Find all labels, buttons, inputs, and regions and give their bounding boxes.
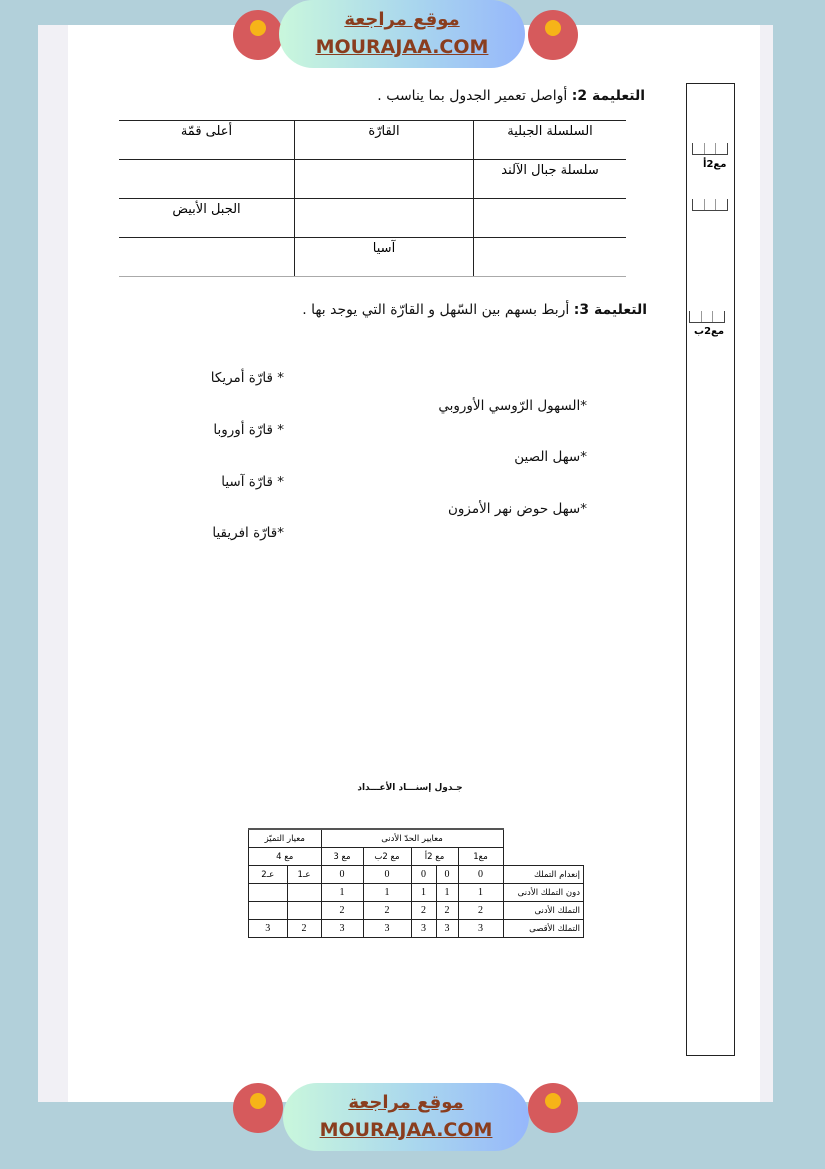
grade-cell [286, 901, 322, 920]
site-banner-bottom[interactable]: موقع مراجعة MOURAJAA.COM [283, 1083, 529, 1151]
group-header-min: معايير الحدّ الأدنى [320, 828, 504, 848]
table-cell-input[interactable] [473, 198, 626, 238]
grade-cell: 3 [410, 919, 437, 938]
site-banner-top[interactable]: موقع مراجعة MOURAJAA.COM [279, 0, 525, 68]
score-boxes[interactable] [692, 199, 728, 211]
grade-cell: 2 [435, 901, 459, 920]
score-boxes[interactable] [692, 143, 728, 155]
table-cell-input[interactable] [119, 159, 295, 199]
instruction-3-label: التعليمة 3: [573, 302, 647, 318]
criterion-header: مع 4 [248, 847, 322, 866]
grade-cell: 2 [362, 901, 412, 920]
row-label: التملك الأدنى [502, 901, 584, 920]
book-icon [545, 20, 561, 36]
margin-label: مع2أ [703, 159, 727, 170]
logo-badge-left-bottom [233, 1083, 283, 1133]
sub-criterion: عـ2 [248, 865, 288, 884]
grade-cell: 3 [435, 919, 459, 938]
table-cell-input[interactable] [473, 237, 626, 277]
score-boxes[interactable] [689, 311, 725, 323]
table-cell: سلسلة جبال الآلند [473, 159, 626, 199]
banner-arabic: موقع مراجعة [348, 1092, 464, 1113]
instruction-2: التعليمة 2: أواصل تعمير الجدول بما يناسب… [377, 88, 645, 104]
banner-latin: MOURAJAA.COM [319, 1119, 493, 1141]
grade-cell: 2 [320, 901, 364, 920]
mountain-table: السلسلة الجبلية القارّة أعلى قمّة سلسلة جب… [119, 120, 626, 277]
group-header-excellence: معيار التميّز [248, 828, 322, 848]
continent-item: *قارّة افريقيا [212, 525, 284, 541]
grade-cell: 1 [457, 883, 504, 902]
grading-title: جـدول إسنـــاد الأعـــداد [357, 783, 463, 793]
grade-cell: 3 [362, 919, 412, 938]
logo-badge-right-top [528, 10, 578, 60]
table-cell-input[interactable] [119, 237, 295, 277]
instruction-2-text: أواصل تعمير الجدول بما يناسب . [377, 88, 568, 104]
continent-item: * قارّة آسيا [221, 474, 284, 490]
banner-arabic: موقع مراجعة [344, 9, 460, 30]
grade-cell [248, 883, 288, 902]
grade-cell: 1 [320, 883, 364, 902]
grade-cell: 0 [320, 865, 364, 884]
margin-label: مع2ب [694, 326, 725, 337]
row-label: دون التملك الأدنى [502, 883, 584, 902]
plain-item: *السهول الرّوسي الأوروبي [438, 398, 587, 414]
empty-cell [503, 848, 584, 866]
sub-criterion: عـ1 [286, 865, 322, 884]
table-cell-input[interactable] [294, 198, 474, 238]
grade-cell [286, 883, 322, 902]
grade-cell: 3 [248, 919, 288, 938]
grade-cell: 0 [410, 865, 437, 884]
table-cell: الجبل الأبيض [119, 198, 295, 238]
grade-cell: 0 [435, 865, 459, 884]
grading-margin-column [686, 83, 735, 1056]
header-continent: القارّة [294, 120, 474, 160]
criterion-header: مع 2أ [410, 847, 459, 866]
grade-cell: 2 [457, 901, 504, 920]
instruction-3: التعليمة 3: أربط بسهم بين السّهل و القار… [302, 302, 647, 318]
book-icon [250, 20, 266, 36]
empty-cell [503, 829, 584, 848]
banner-latin: MOURAJAA.COM [315, 36, 489, 58]
table-cell-input[interactable] [294, 159, 474, 199]
criterion-header: مع 2ب [362, 847, 412, 866]
row-label: التملك الأقصى [502, 919, 584, 938]
grade-cell: 1 [410, 883, 437, 902]
logo-badge-left-top [233, 10, 283, 60]
plain-item: *سهل الصين [514, 449, 587, 465]
continent-item: * قارّة أمريكا [210, 370, 284, 386]
book-icon [545, 1093, 561, 1109]
grade-cell: 2 [286, 919, 322, 938]
header-chain: السلسلة الجبلية [473, 120, 626, 160]
instruction-3-text: أربط بسهم بين السّهل و القارّة التي يوجد… [302, 302, 570, 318]
criterion-header: مع 3 [320, 847, 364, 866]
grade-cell: 2 [410, 901, 437, 920]
grade-cell: 0 [457, 865, 504, 884]
grade-cell: 3 [320, 919, 364, 938]
table-cell: آسيا [294, 237, 474, 277]
instruction-2-label: التعليمة 2: [571, 88, 645, 104]
criterion-header: مع1 [457, 847, 504, 866]
grade-cell: 1 [362, 883, 412, 902]
continent-item: * قارّة أوروبا [213, 422, 284, 438]
grading-table: معايير الحدّ الأدنى معيار التميّز مع1 مع… [248, 828, 584, 938]
header-peak: أعلى قمّة [119, 120, 295, 160]
plain-item: *سهل حوض نهر الأمزون [447, 501, 587, 517]
grade-cell: 3 [457, 919, 504, 938]
book-icon [250, 1093, 266, 1109]
grade-cell [248, 901, 288, 920]
row-label: إنعدام التملك [502, 865, 584, 884]
grade-cell: 1 [435, 883, 459, 902]
grade-cell: 0 [362, 865, 412, 884]
logo-badge-right-bottom [528, 1083, 578, 1133]
